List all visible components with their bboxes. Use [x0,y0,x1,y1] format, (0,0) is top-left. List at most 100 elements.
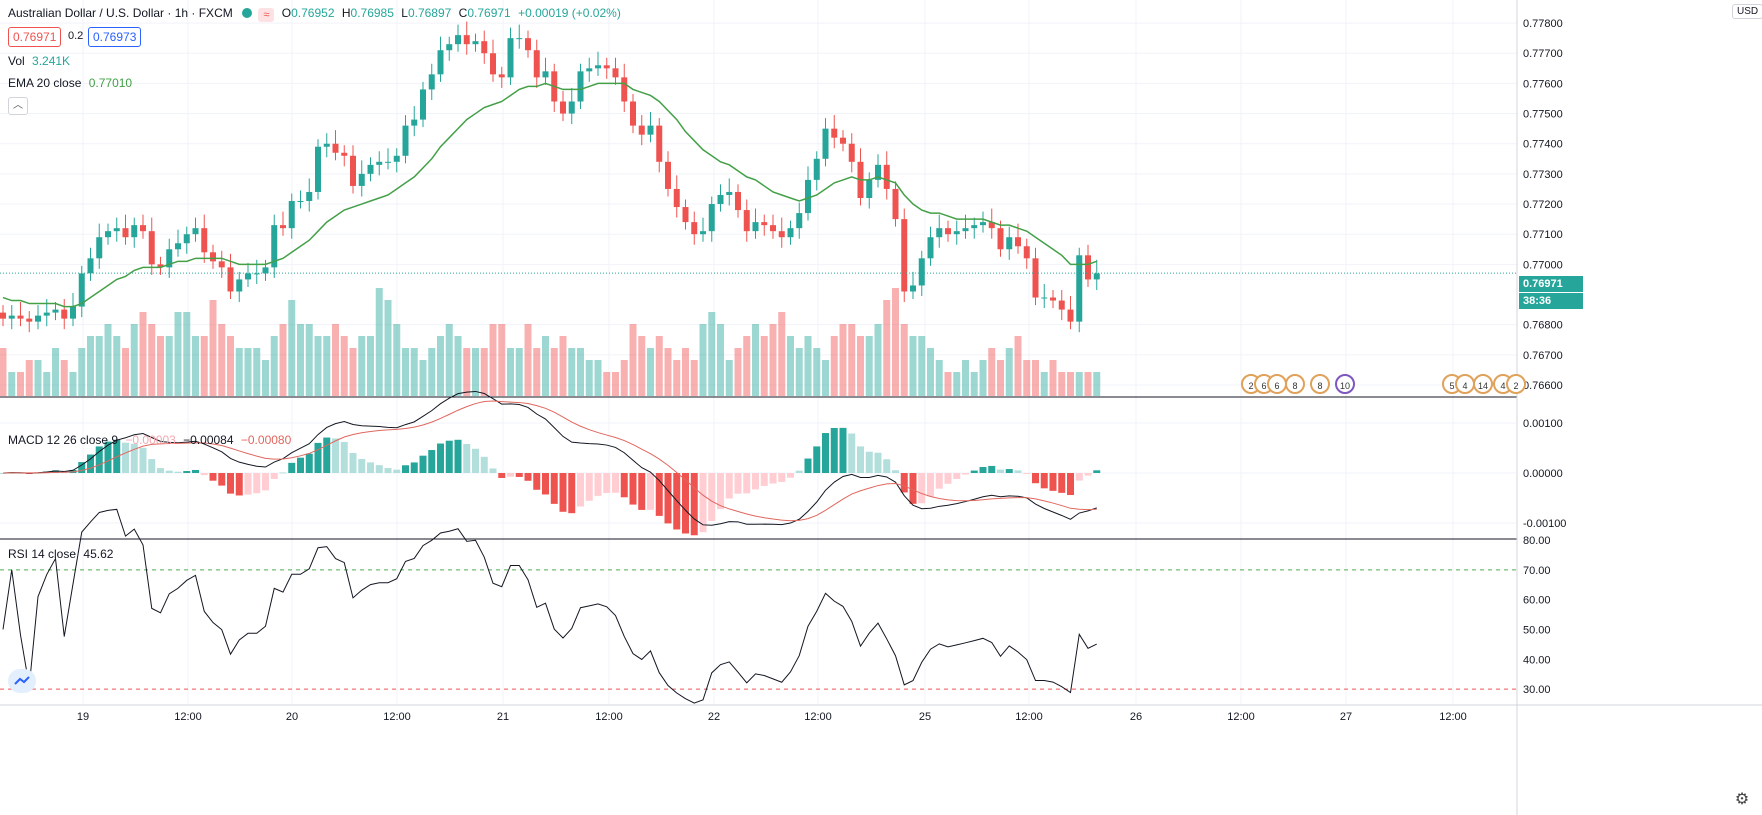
candle-body [901,219,908,292]
macd-histogram-bar [463,444,471,473]
last-price-tag: 0.76971 [1519,276,1583,292]
event-badge[interactable]: 2 [1506,374,1526,394]
symbol-title[interactable]: Australian Dollar / U.S. Dollar · 1h · F… [8,6,233,20]
volume-bar [804,336,812,396]
volume-bar [244,348,252,396]
candle-body [665,161,671,189]
candle-body [1058,300,1065,310]
candle-body [463,35,470,45]
rsi-value: 45.62 [83,547,114,561]
macd-histogram-bar [1067,473,1074,496]
macd-histogram-bar [935,473,943,489]
volume-bar [419,360,427,396]
candle-body [428,74,435,90]
candle-body [787,228,794,238]
macd-histogram-bar [743,473,751,494]
event-badge[interactable]: 8 [1310,374,1330,394]
candle-body [201,228,208,253]
event-badge[interactable]: 6 [1267,374,1287,394]
compare-icon[interactable]: ≈ [258,8,275,22]
candle-body [218,261,225,268]
candle-body [43,312,50,316]
time-axis-tick: 19 [77,711,89,723]
candle-body [752,222,759,232]
macd-histogram-bar [752,473,759,490]
candle-body [612,68,619,78]
ema-legend[interactable]: EMA 20 close 0.77010 [8,76,132,90]
tradingview-logo-icon[interactable] [8,669,36,693]
buy-price[interactable]: 0.76973 [88,27,142,47]
macd-histogram-bar [1093,470,1101,473]
macd-histogram-bar [437,443,444,473]
candle-body [332,143,339,153]
currency-button[interactable]: USD [1732,4,1762,19]
volume-bar [148,324,156,396]
volume-bar [577,348,584,396]
macd-line-value: −0.00084 [183,433,234,447]
rsi-legend[interactable]: RSI 14 close 45.62 [8,547,113,561]
volume-bar [498,324,506,396]
volume-bar [17,372,24,396]
candle-body [87,258,94,274]
candle-body [96,237,103,259]
candle-body [988,222,995,229]
macd-histogram-bar [1084,473,1092,476]
macd-histogram-bar [603,473,611,493]
event-badge[interactable]: 8 [1285,374,1305,394]
macd-histogram-bar [979,467,987,473]
macd-histogram-bar [883,459,891,473]
candle-body [647,125,654,135]
macd-legend[interactable]: MACD 12 26 close 9 −0.00003 −0.00084 −0.… [8,433,291,447]
macd-histogram-bar [542,473,549,495]
volume-bar [393,324,401,396]
event-badge[interactable]: 14 [1473,374,1493,394]
macd-histogram-bar [682,473,689,534]
macd-hist-value: −0.00003 [125,433,176,447]
candle-body [227,267,234,292]
candle-body [490,53,496,75]
candle-body [875,164,881,180]
sell-price[interactable]: 0.76971 [8,27,62,47]
volume-bar [629,324,637,396]
macd-histogram-bar [192,469,199,473]
volume-bar [165,336,173,396]
candle-body [595,65,601,69]
macd-histogram-bar [1023,473,1031,474]
rsi-axis-tick: 70.00 [1523,565,1551,577]
spread-value: 0.2 [68,30,84,42]
macd-histogram-bar [629,473,637,505]
volume-bar [1058,372,1066,396]
volume-bar [340,336,348,396]
volume-bar [1067,372,1074,396]
volume-bar [227,336,234,396]
candle-body [700,231,706,235]
volume-legend[interactable]: Vol 3.241K [8,54,70,68]
volume-bar [0,348,7,396]
time-axis-tick: 27 [1340,711,1352,723]
candle-body [840,137,846,144]
volume-bar [192,336,199,396]
macd-histogram-bar [139,447,147,473]
settings-gear-icon[interactable]: ⚙ [1734,791,1750,808]
macd-histogram-bar [174,471,182,473]
candle-body [1085,255,1091,280]
candle-body [210,252,216,262]
volume-bar [795,348,803,396]
collapse-legend-button[interactable]: ︿ [8,97,28,115]
volume-bar [218,324,226,396]
macd-histogram-bar [428,450,436,473]
volume-bar [288,300,296,396]
macd-histogram-bar [865,451,873,473]
candle-body [1067,309,1074,322]
volume-value: 3.241K [32,54,71,68]
event-badge[interactable]: 10 [1335,374,1355,394]
volume-bar [139,312,147,396]
rsi-label: RSI 14 close [8,547,77,561]
volume-bar [927,348,934,396]
macd-histogram-bar [620,473,628,498]
volume-bar [1049,360,1057,396]
event-badge[interactable]: 4 [1455,374,1475,394]
volume-bar [542,336,549,396]
